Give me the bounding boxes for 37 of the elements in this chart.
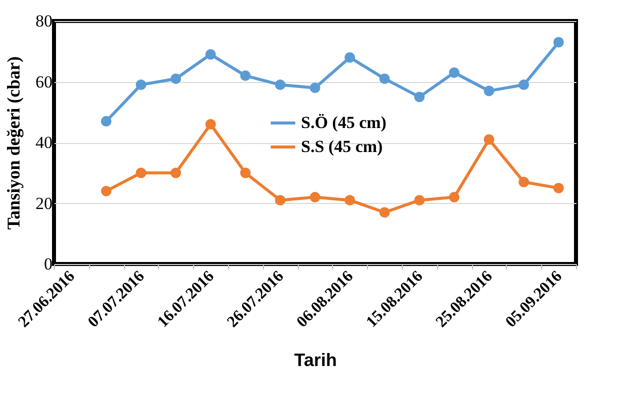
- point: [518, 80, 530, 90]
- point: [344, 52, 356, 63]
- point: [170, 168, 182, 178]
- point: [379, 207, 390, 218]
- y-tick-label: 80: [36, 12, 52, 30]
- point: [205, 119, 216, 130]
- point: [274, 194, 286, 206]
- point: [310, 82, 320, 94]
- point: [240, 168, 251, 178]
- y-tick-label: 60: [36, 72, 52, 92]
- point: [205, 49, 216, 60]
- point: [136, 168, 146, 178]
- point: [344, 194, 356, 206]
- point: [100, 116, 112, 126]
- point: [484, 134, 494, 145]
- point: [310, 192, 320, 202]
- point: [553, 182, 564, 194]
- point: [136, 80, 146, 90]
- point: [553, 37, 564, 48]
- legend-label: S.S (45 cm): [301, 137, 383, 156]
- point: [448, 67, 460, 78]
- y-tick-label: 20: [36, 194, 52, 213]
- point: [484, 86, 494, 96]
- y-tick-label: 40: [36, 133, 52, 152]
- point: [414, 194, 425, 206]
- legend-label: S.Ö (45 cm): [301, 113, 386, 132]
- point: [448, 192, 460, 202]
- point: [274, 80, 286, 90]
- point: [518, 176, 530, 188]
- point: [414, 92, 425, 102]
- point: [240, 70, 251, 81]
- x-axis-title: Tarih: [294, 350, 337, 370]
- point: [379, 73, 390, 84]
- y-tick-label: 0: [44, 254, 52, 274]
- point: [100, 186, 112, 196]
- y-axis-title: Tansiyon değeri (cbar): [4, 56, 24, 230]
- point: [170, 73, 182, 84]
